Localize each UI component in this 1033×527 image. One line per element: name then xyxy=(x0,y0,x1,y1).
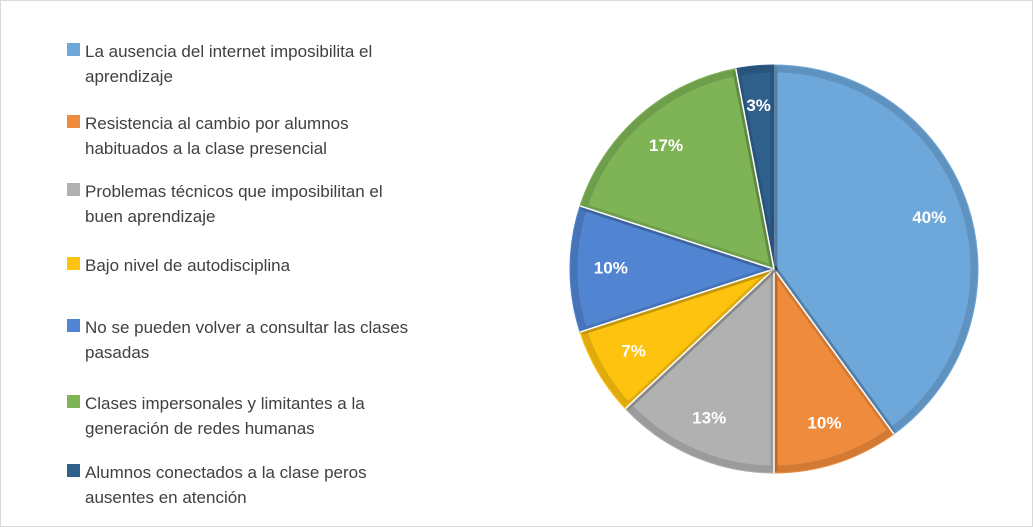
slice-edge xyxy=(770,265,896,473)
slice-separator xyxy=(773,268,895,435)
data-label: 13% xyxy=(692,408,726,427)
pie-slice xyxy=(773,267,895,474)
legend-label: Alumnos conectados a la clase peros ause… xyxy=(85,463,367,507)
slice-edge xyxy=(624,265,778,473)
legend-swatch xyxy=(67,183,80,196)
slice-separator xyxy=(579,268,775,333)
legend-item: No se pueden volver a consultar las clas… xyxy=(67,315,415,365)
slice-separator xyxy=(579,205,775,270)
slice-separator xyxy=(735,68,775,270)
legend-label: Clases impersonales y limitantes a la ge… xyxy=(85,394,365,438)
legend-item: Clases impersonales y limitantes a la ge… xyxy=(67,391,415,441)
legend-label: Problemas técnicos que imposibilitan el … xyxy=(85,182,383,226)
pie-slice xyxy=(773,64,979,435)
slice-edge xyxy=(580,69,778,273)
legend-label: La ausencia del internet imposibilita el… xyxy=(85,42,373,86)
legend-item: Alumnos conectados a la clase peros ause… xyxy=(67,460,415,510)
legend-swatch xyxy=(67,43,80,56)
data-label: 10% xyxy=(807,414,841,433)
legend-item: La ausencia del internet imposibilita el… xyxy=(67,39,415,89)
data-label: 3% xyxy=(746,96,771,115)
pie-slice xyxy=(579,68,775,270)
legend-item: Problemas técnicos que imposibilitan el … xyxy=(67,179,415,229)
legend-swatch xyxy=(67,257,80,270)
data-label: 40% xyxy=(912,208,946,227)
legend-swatch xyxy=(67,464,80,477)
legend-item: Resistencia al cambio por alumnos habitu… xyxy=(67,111,415,161)
legend-swatch xyxy=(67,115,80,128)
legend-swatch xyxy=(67,395,80,408)
data-label: 10% xyxy=(594,258,628,277)
data-label: 17% xyxy=(649,136,683,155)
legend-swatch xyxy=(67,319,80,332)
slice-edge xyxy=(770,65,978,435)
slice-separator xyxy=(624,268,775,410)
pie-slice xyxy=(569,205,776,333)
pie-slice xyxy=(624,267,775,474)
legend-label: Resistencia al cambio por alumnos habitu… xyxy=(85,114,349,158)
legend-item: Bajo nivel de autodisciplina xyxy=(67,253,415,278)
legend-label: Bajo nivel de autodisciplina xyxy=(85,256,291,275)
data-label: 7% xyxy=(621,342,646,361)
slice-edge xyxy=(570,203,778,335)
legend-label: No se pueden volver a consultar las clas… xyxy=(85,318,409,362)
